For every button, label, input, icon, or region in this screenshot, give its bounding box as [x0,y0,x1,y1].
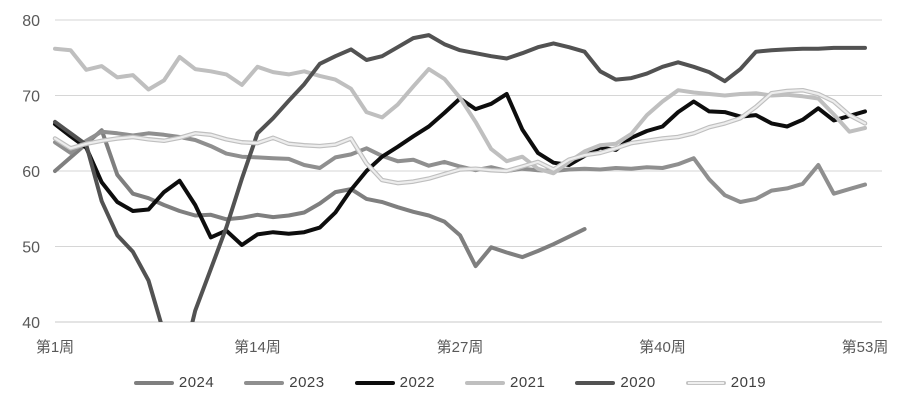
series-line-2024 [53,128,587,269]
legend-item-2022: 2022 [354,374,435,391]
series-line-2021 [53,46,867,176]
legend-swatch-casing [687,381,724,384]
series-group [52,33,868,322]
legend-label-2020: 2020 [620,374,656,391]
y-axis-tick-70: 70 [22,89,40,106]
legend-item-2019: 2019 [685,374,767,391]
y-axis-tick-60: 60 [22,164,40,181]
legend-label-2023: 2023 [289,374,325,391]
legend-label-2024: 2024 [178,374,215,391]
series-line-2023 [53,129,867,204]
series-line-2019 [53,89,867,185]
legend-swatch-2024 [133,380,174,385]
legend-swatch-2021 [465,380,505,385]
y-axis-tick-80: 80 [22,13,40,30]
legend-item-2024: 2024 [133,374,215,391]
legend-label-2022: 2022 [399,374,435,391]
x-axis-tick-week-40: 第40周 [639,338,686,356]
y-axis-tick-40: 40 [22,315,40,332]
x-axis-tick-week-53: 第53周 [842,338,889,356]
x-axis-tick-week-14: 第14周 [234,338,281,356]
x-axis-tick-week-1: 第1周 [36,338,74,356]
legend-item-2021: 2021 [465,374,545,391]
series-line-2020 [53,33,867,322]
legend-swatch-2019 [685,380,726,385]
legend-item-2020: 2020 [575,374,655,391]
chart-legend: 2024 2023 2022 2021 2020 2019 [0,374,900,391]
legend-label-2021: 2021 [510,374,546,391]
legend-swatch-2020 [575,380,616,385]
plot-area: 40 50 60 70 80 第1周 第14周 第27周 第40周 第53周 [22,13,889,356]
legend-swatch-2022 [354,380,395,385]
legend-item-2023: 2023 [244,374,324,391]
y-axis-tick-50: 50 [22,240,40,257]
legend-label-2019: 2019 [730,374,767,391]
x-axis-tick-week-27: 第27周 [437,338,484,356]
legend-swatch-2023 [244,380,285,385]
